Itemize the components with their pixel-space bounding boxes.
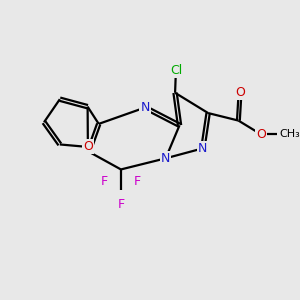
Text: CH₃: CH₃ bbox=[280, 129, 300, 140]
Text: O: O bbox=[235, 86, 245, 99]
Text: Cl: Cl bbox=[170, 64, 182, 77]
Text: N: N bbox=[140, 101, 150, 114]
Text: O: O bbox=[256, 128, 266, 141]
Text: N: N bbox=[198, 142, 208, 155]
Text: F: F bbox=[117, 198, 124, 211]
Text: F: F bbox=[134, 175, 141, 188]
Text: F: F bbox=[101, 175, 108, 188]
Text: O: O bbox=[83, 140, 93, 153]
Text: N: N bbox=[161, 152, 170, 165]
